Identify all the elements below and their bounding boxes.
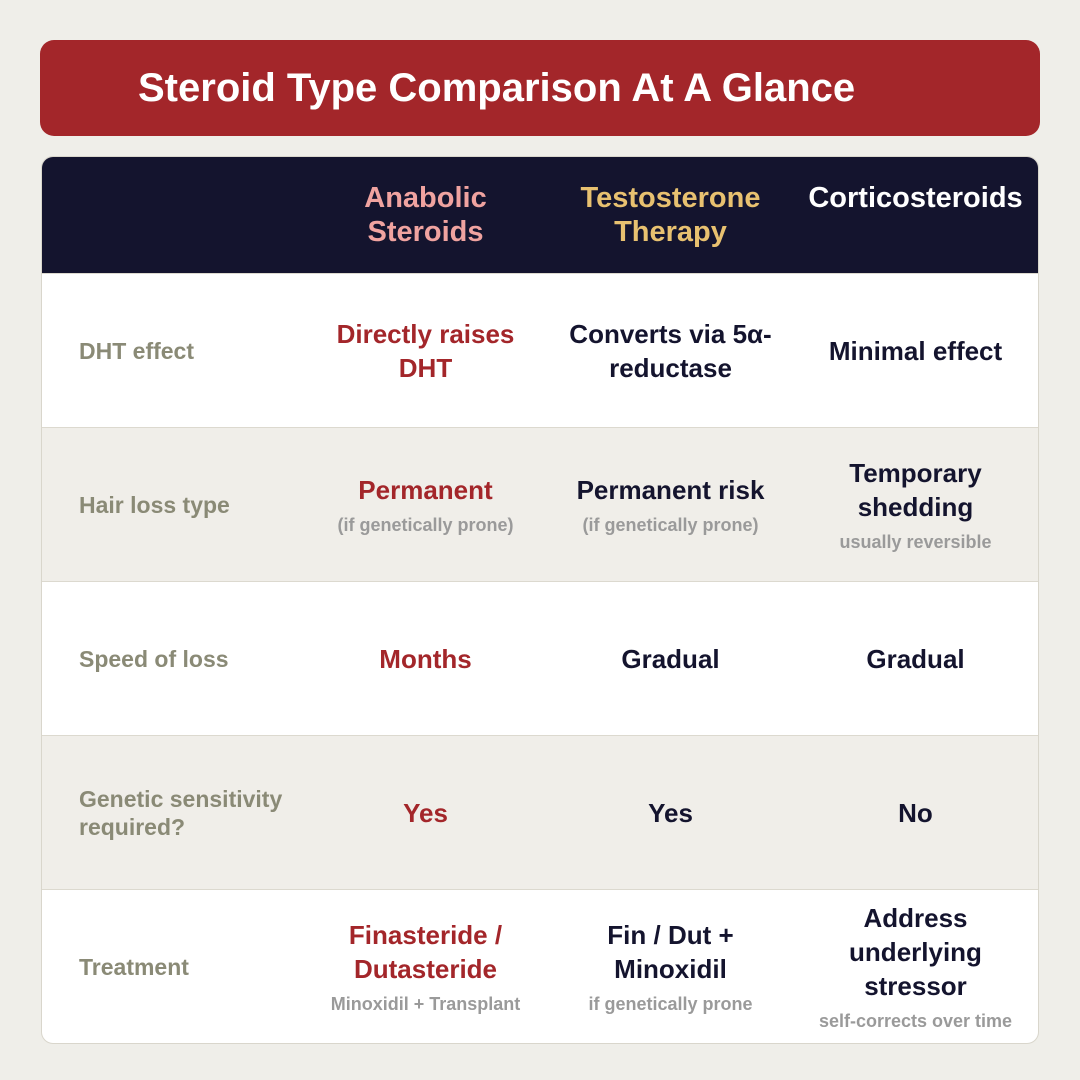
column-header: Corticosteroids <box>808 182 1023 214</box>
header-row: Anabolic Steroids Testosterone Therapy Cor… <box>42 157 1038 273</box>
table-cell: Minimal effect <box>793 274 1038 427</box>
table-cell: Months <box>303 582 548 735</box>
cell-main: Months <box>379 643 472 674</box>
cell-note: (if genetically prone) <box>337 515 514 535</box>
cell-note: self-corrects over time <box>818 1011 1013 1031</box>
cell-main: Gradual <box>866 643 965 674</box>
cell-note: if genetically prone <box>588 994 753 1014</box>
row-label: Treatment <box>79 953 189 980</box>
table-cell: Directly raises DHT <box>303 274 548 427</box>
cell-note: usually reversible <box>839 532 992 552</box>
cell-main: Permanent risk <box>576 475 765 505</box>
table-cell: Converts via 5α-reductase <box>548 274 793 427</box>
cell-main: Address underlying stressor <box>849 903 982 1001</box>
table-cell: Address underlying stressor self-corrects… <box>793 890 1038 1043</box>
cell-main: Finasteride / Dutasteride <box>348 920 503 984</box>
row-label: DHT effect <box>79 337 195 364</box>
table-cell: Fin / Dut + Minoxidil if genetically pron… <box>548 890 793 1043</box>
table-row: Treatment Finasteride / Dutasteride Minoxi… <box>42 889 1038 1043</box>
table-cell: Gradual <box>793 582 1038 735</box>
table-cell: Permanent risk (if genetically prone) <box>548 428 793 581</box>
cell-main: Minimal effect <box>828 335 1003 366</box>
cell-main: Gradual <box>621 643 720 674</box>
row-label: Genetic sensitivity required? <box>79 785 283 840</box>
table-cell: Yes <box>303 736 548 889</box>
table-cell: Temporary shedding usually reversible <box>793 428 1038 581</box>
table-row: DHT effect Directly raises DHT Converts vi… <box>42 273 1038 427</box>
comparison-table: Anabolic Steroids Testosterone Therapy Cor… <box>41 156 1039 1044</box>
cell-main: Fin / Dut + Minoxidil <box>607 920 734 984</box>
cell-main: Yes <box>648 797 693 828</box>
table-cell: Gradual <box>548 582 793 735</box>
table-cell: Yes <box>548 736 793 889</box>
row-label: Hair loss type <box>79 491 230 518</box>
table-cell: Permanent (if genetically prone) <box>303 428 548 581</box>
cell-main: Converts via 5α-reductase <box>569 318 772 383</box>
cell-main: No <box>898 797 933 828</box>
cell-main: Directly raises DHT <box>336 318 515 383</box>
cell-note: Minoxidil + Transplant <box>330 994 521 1014</box>
table-row: Speed of loss Months Gradual Gradual <box>42 581 1038 735</box>
table-cell: Finasteride / Dutasteride Minoxidil + Tra… <box>303 890 548 1043</box>
row-label: Speed of loss <box>79 645 229 672</box>
column-header: Anabolic Steroids <box>364 182 487 248</box>
header-empty <box>42 157 303 273</box>
table-row: Genetic sensitivity required? Yes Yes No <box>42 735 1038 889</box>
cell-main: Permanent <box>358 475 493 505</box>
table-cell: No <box>793 736 1038 889</box>
column-header: Testosterone Therapy <box>580 182 761 248</box>
title: Steroid Type Comparison At A Glance <box>138 66 856 110</box>
table-row: Hair loss type Permanent (if genetically p… <box>42 427 1038 581</box>
cell-main: Yes <box>403 797 448 828</box>
title-banner: Steroid Type Comparison At A Glance <box>40 40 1040 136</box>
cell-main: Temporary shedding <box>849 458 982 522</box>
cell-note: (if genetically prone) <box>582 515 759 535</box>
